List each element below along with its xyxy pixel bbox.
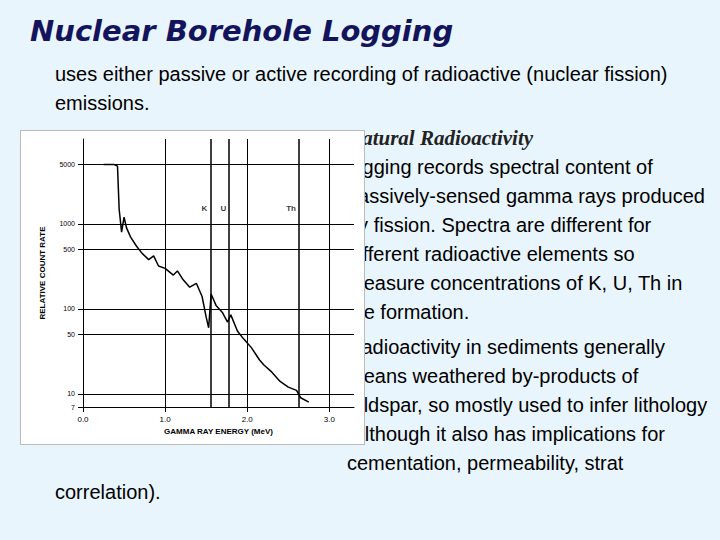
svg-text:Th: Th xyxy=(286,204,296,213)
svg-text:500: 500 xyxy=(63,246,75,253)
svg-text:100: 100 xyxy=(63,305,75,312)
svg-text:1.0: 1.0 xyxy=(160,415,172,424)
svg-text:2.0: 2.0 xyxy=(242,415,254,424)
svg-text:K: K xyxy=(202,204,208,213)
svg-text:0.0: 0.0 xyxy=(77,415,89,424)
svg-text:1000: 1000 xyxy=(59,220,75,227)
svg-text:3.0: 3.0 xyxy=(324,415,336,424)
svg-text:GAMMA RAY ENERGY (MeV): GAMMA RAY ENERGY (MeV) xyxy=(164,427,273,436)
svg-text:7: 7 xyxy=(71,404,75,411)
svg-text:U: U xyxy=(220,204,226,213)
svg-text:5000: 5000 xyxy=(59,161,75,168)
svg-text:50: 50 xyxy=(67,331,75,338)
svg-text:10: 10 xyxy=(67,390,75,397)
svg-text:RELATIVE COUNT RATE: RELATIVE COUNT RATE xyxy=(38,226,47,320)
